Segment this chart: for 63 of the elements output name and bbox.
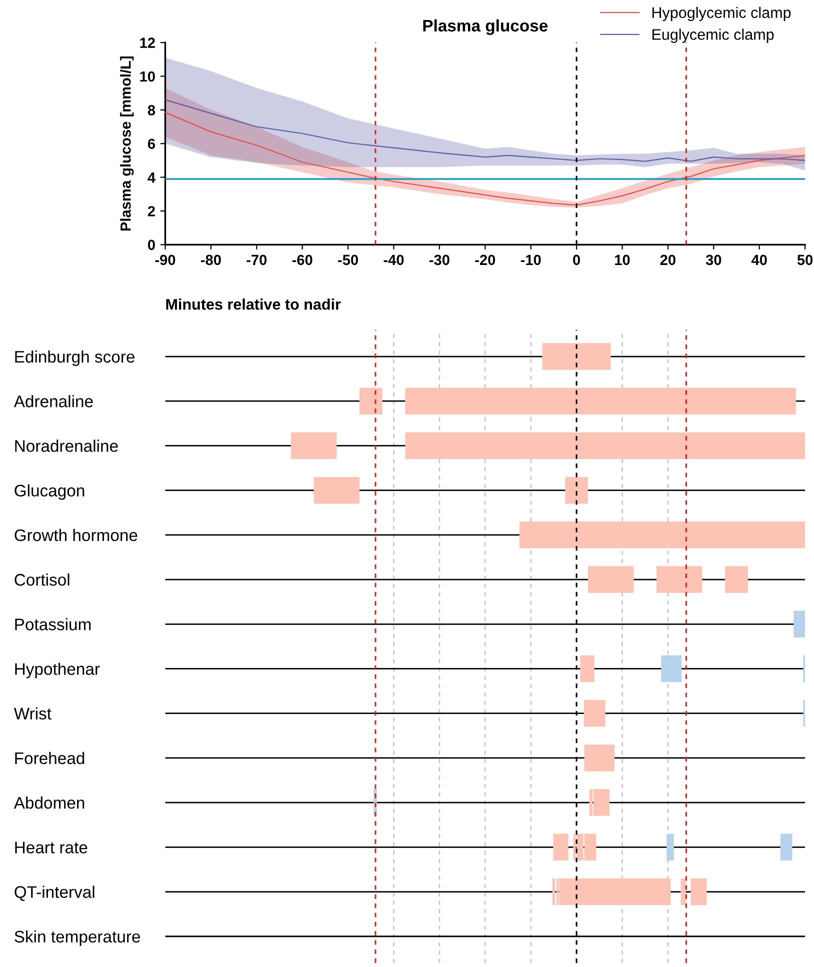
x-tick-label: 20 <box>660 254 676 266</box>
y-axis-title: Plasma glucose [mmol/L] <box>120 56 134 231</box>
bar <box>405 388 796 414</box>
bar <box>552 878 556 906</box>
x-tick-label: -20 <box>475 254 496 266</box>
x-tick-label: -50 <box>338 254 358 266</box>
x-tick-label: 10 <box>615 254 630 266</box>
line-series <box>165 99 806 162</box>
legend-label: Euglycemic clamp <box>652 28 774 43</box>
y-tick-label: 2 <box>148 206 155 216</box>
y-tick-label: Potassium <box>15 618 91 630</box>
y-tick-label: Cortisol <box>14 573 70 586</box>
x-tick-label: -10 <box>520 254 541 266</box>
y-tick-label: Forehead <box>15 752 84 764</box>
y-tick-label: 6 <box>148 138 155 150</box>
bar <box>593 789 610 816</box>
y-tick-label: 10 <box>140 71 155 82</box>
bar <box>519 522 806 548</box>
legend-label: Hypoglycemic clamp <box>652 6 791 22</box>
y-tick-label: Noradrenaline <box>15 440 118 452</box>
chart-title: Plasma glucose <box>423 19 548 35</box>
x-tick-label: -80 <box>200 254 221 266</box>
x-tick-label: 50 <box>797 254 813 266</box>
bar <box>584 744 614 772</box>
x-tick-label: -90 <box>155 254 176 266</box>
y-tick-label: QT-interval <box>14 886 94 901</box>
x-tick-label: -30 <box>429 254 450 266</box>
y-tick-label: Heart rate <box>15 842 88 854</box>
bar <box>565 476 588 504</box>
bar <box>680 878 686 906</box>
x-axis-title: Minutes relative to nadir <box>166 298 341 310</box>
bar <box>314 476 360 504</box>
x-tick-label: -60 <box>292 254 312 266</box>
y-tick-label: 0 <box>148 240 155 250</box>
line-series <box>165 112 806 206</box>
y-tick-label: Skin temperature <box>14 930 140 946</box>
y-tick-label: Hypothenar <box>15 662 100 678</box>
bar <box>725 566 748 593</box>
y-tick-label: 12 <box>140 38 155 48</box>
x-tick-label: 0 <box>573 254 580 266</box>
bar <box>405 432 806 460</box>
bar <box>656 566 702 593</box>
bar <box>580 655 594 682</box>
y-tick-label: Abdomen <box>14 796 84 809</box>
y-tick-label: Glucagon <box>14 484 84 500</box>
x-tick-label: 30 <box>706 254 722 266</box>
y-tick-label: Growth hormone <box>14 528 138 542</box>
bar <box>290 432 337 460</box>
bar <box>588 566 634 593</box>
bar <box>780 834 792 861</box>
bar <box>553 834 568 861</box>
y-tick-label: Wrist <box>14 707 52 720</box>
x-tick-label: -70 <box>246 254 267 266</box>
x-tick-label: 40 <box>751 254 767 266</box>
bar <box>559 878 671 906</box>
y-tick-label: Adrenaline <box>14 395 93 408</box>
bar <box>359 388 382 414</box>
y-tick-label: 4 <box>148 172 156 183</box>
bar <box>542 343 611 370</box>
y-tick-label: Edinburgh score <box>15 350 134 366</box>
y-tick-label: 8 <box>148 105 156 116</box>
bar <box>584 700 606 727</box>
x-tick-label: -40 <box>384 254 404 266</box>
